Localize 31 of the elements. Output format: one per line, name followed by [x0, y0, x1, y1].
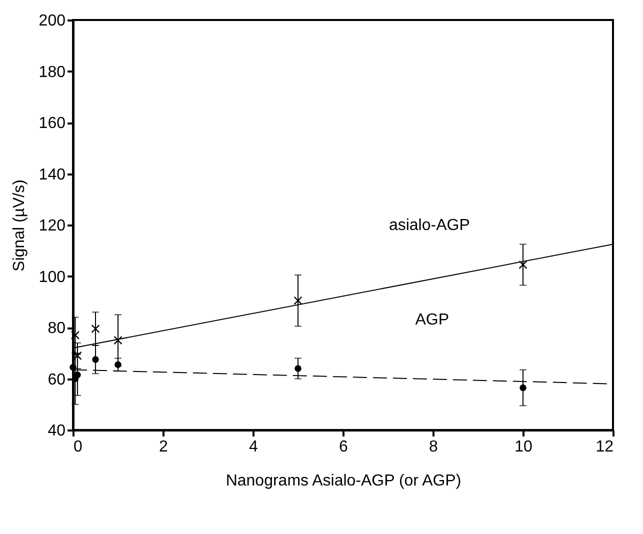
point: [70, 364, 76, 371]
x-tick-label: 12: [596, 438, 614, 456]
x-tick-label: 0: [74, 438, 82, 456]
point: [114, 336, 122, 345]
x-tick-label: 8: [429, 438, 438, 456]
point: [74, 372, 81, 378]
point: [114, 361, 122, 368]
y-tick-label: 100: [38, 268, 66, 286]
y-tick-label: 80: [48, 320, 66, 337]
point: [518, 260, 528, 270]
annotation: asialo-AGP: [388, 217, 470, 234]
x-tick-label: 6: [339, 438, 348, 456]
x-tick-label: 2: [159, 438, 168, 456]
point: [92, 356, 99, 363]
point: [294, 365, 302, 372]
annotation: AGP: [415, 311, 449, 328]
y-tick-label: 60: [48, 371, 66, 388]
point: [70, 330, 80, 340]
x-tick-label: 10: [514, 438, 532, 456]
y-axis-title: Signal (µV/s): [10, 180, 28, 272]
x-tick-label: 4: [249, 438, 258, 456]
x-axis-title: Nanograms Asialo-AGP (or AGP): [226, 472, 462, 490]
point: [294, 296, 302, 305]
y-tick-label: 120: [38, 218, 66, 234]
y-tick-label: 180: [38, 64, 66, 81]
y-tick-label: 140: [38, 166, 66, 184]
y-tick-label: 200: [38, 12, 66, 30]
point: [91, 324, 100, 334]
y-tick-label: 160: [38, 115, 66, 132]
point: [520, 384, 526, 392]
y-tick-label: 40: [48, 422, 66, 440]
